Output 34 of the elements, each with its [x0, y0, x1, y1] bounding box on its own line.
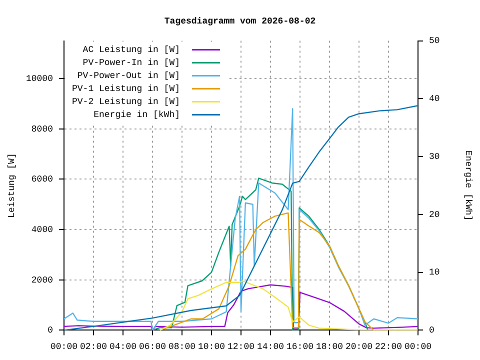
legend-label: PV-Power-Out in [W] — [77, 71, 180, 82]
x-tick-label: 22:00 — [374, 342, 402, 352]
x-tick-label: 08:00 — [168, 342, 196, 352]
y2-tick-label: 20 — [429, 210, 440, 220]
x-tick-label: 20:00 — [345, 342, 373, 352]
y2-tick-label: 0 — [429, 326, 434, 336]
y-tick-label: 10000 — [26, 74, 53, 84]
y-tick-label: 2000 — [31, 275, 53, 286]
x-tick-label: 02:00 — [80, 342, 108, 352]
y2-tick-label: 30 — [429, 152, 440, 162]
legend-label: PV-1 Leistung in [W] — [72, 84, 180, 94]
y-tick-label: 8000 — [31, 124, 53, 134]
y2-axis-title: Energie [kWh] — [463, 150, 474, 221]
x-tick-label: 04:00 — [109, 342, 137, 352]
x-tick-label: 12:00 — [227, 342, 255, 352]
x-tick-label: 00:00 — [50, 342, 78, 352]
y-axis-title: Leistung [W] — [6, 153, 17, 218]
legend-label: PV-2 Leistung in [W] — [72, 97, 180, 108]
legend-label: Energie in [kWh] — [94, 110, 180, 120]
x-tick-label: 18:00 — [316, 342, 344, 352]
x-tick-label: 06:00 — [138, 342, 166, 352]
x-tick-label: 14:00 — [256, 342, 284, 352]
x-tick-label: 16:00 — [286, 342, 314, 352]
y-tick-label: 0 — [48, 326, 53, 336]
y-tick-label: 4000 — [31, 224, 53, 235]
x-tick-label: 00:00 — [404, 342, 432, 352]
legend-label: PV-Power-In in [W] — [82, 58, 180, 68]
y2-tick-label: 50 — [429, 36, 440, 46]
legend-label: AC Leistung in [W] — [82, 45, 180, 56]
x-tick-label: 10:00 — [198, 342, 226, 352]
y2-tick-label: 40 — [429, 94, 440, 104]
y-tick-label: 6000 — [31, 174, 53, 185]
y2-tick-label: 10 — [429, 268, 440, 278]
chart-title: Tagesdiagramm vom 2026-08-02 — [164, 16, 316, 27]
